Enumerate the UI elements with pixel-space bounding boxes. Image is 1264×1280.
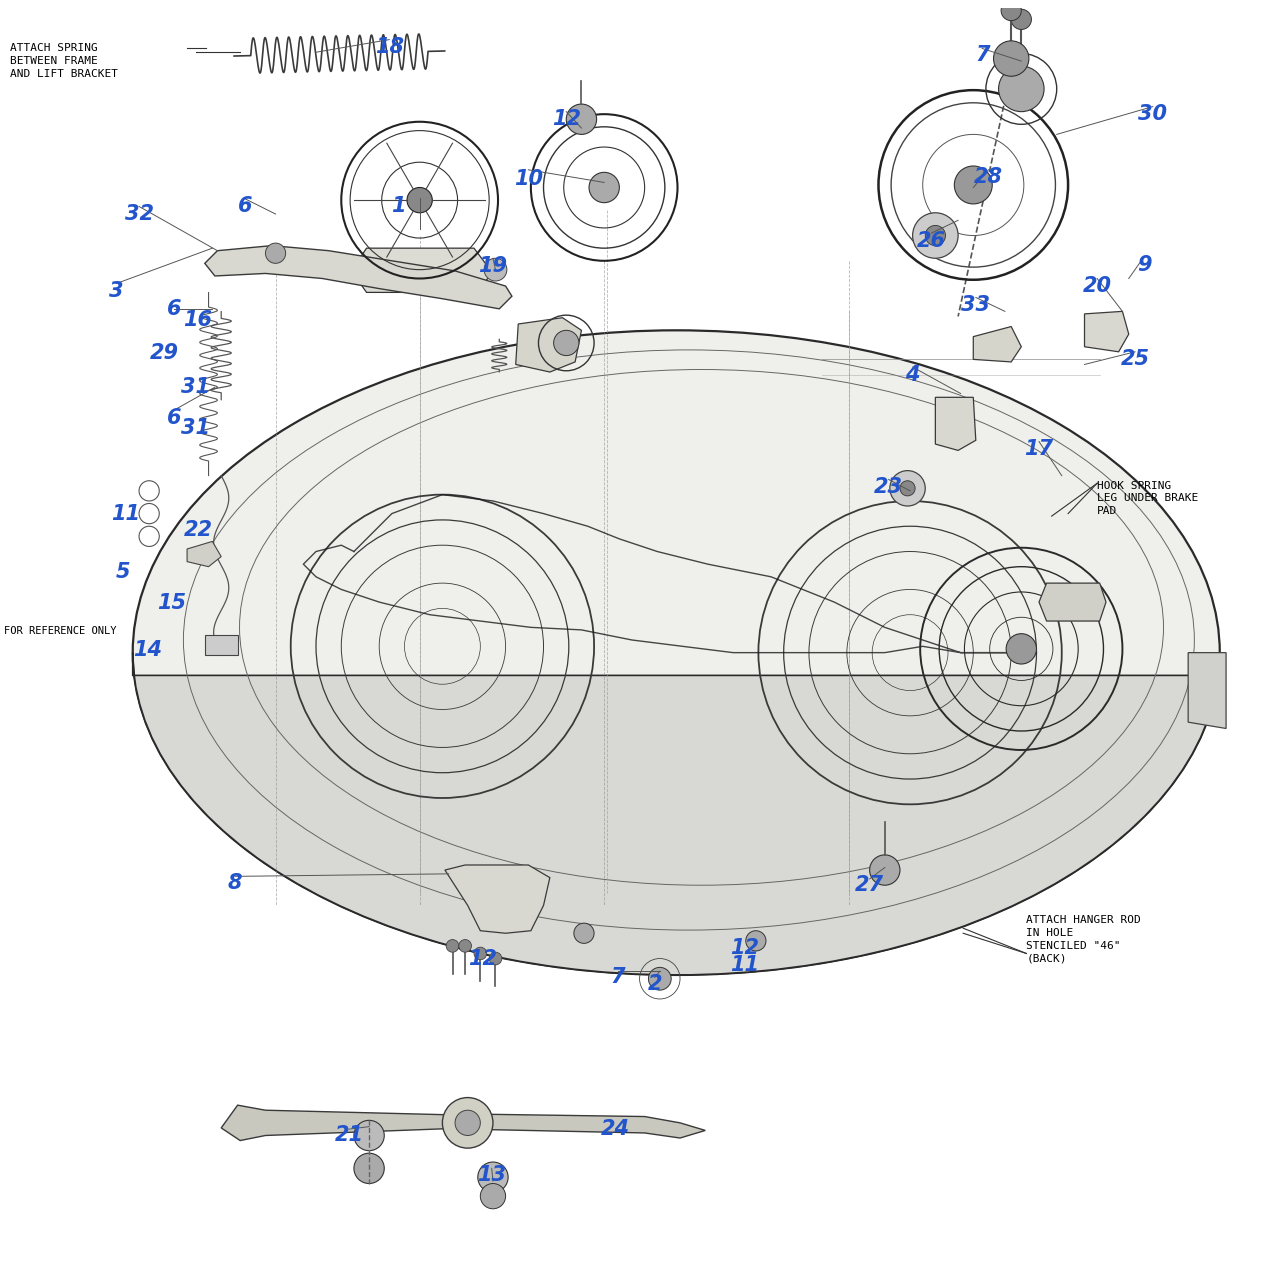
Ellipse shape [133,330,1220,975]
Circle shape [954,166,992,204]
Text: 8: 8 [228,873,243,892]
Polygon shape [205,246,512,308]
Circle shape [480,1184,506,1208]
Circle shape [446,940,459,952]
Text: 1: 1 [391,196,406,216]
Text: 30: 30 [1139,104,1167,124]
Polygon shape [935,397,976,451]
Text: 17: 17 [1025,439,1053,460]
Text: 6: 6 [238,196,253,216]
Circle shape [354,1153,384,1184]
Text: 12: 12 [469,948,497,969]
Text: 31: 31 [182,417,210,438]
Text: 28: 28 [975,168,1002,187]
Text: 3: 3 [109,282,124,301]
Circle shape [574,923,594,943]
Text: 25: 25 [1121,349,1149,370]
Text: 6: 6 [167,298,182,319]
Text: 26: 26 [918,230,945,251]
Circle shape [474,947,487,960]
Polygon shape [973,326,1021,362]
Circle shape [746,931,766,951]
Text: 10: 10 [514,169,542,188]
Circle shape [890,471,925,506]
Text: 23: 23 [875,477,902,497]
Circle shape [407,187,432,212]
Text: 7: 7 [611,968,626,987]
Text: 12: 12 [731,938,758,959]
Polygon shape [133,653,1220,975]
Circle shape [354,1120,384,1151]
Text: 6: 6 [167,407,182,428]
Text: 4: 4 [905,365,920,384]
Polygon shape [221,1105,468,1140]
Text: 24: 24 [602,1119,629,1139]
Polygon shape [351,248,493,292]
Text: 22: 22 [185,520,212,540]
Text: 18: 18 [375,37,403,58]
Circle shape [589,173,619,202]
Text: 14: 14 [134,640,162,660]
Polygon shape [516,317,581,372]
Circle shape [455,1110,480,1135]
Circle shape [999,67,1044,111]
Text: 11: 11 [731,955,758,975]
Circle shape [1001,0,1021,20]
Polygon shape [1039,584,1106,621]
Circle shape [648,968,671,991]
Text: 29: 29 [150,343,178,364]
Circle shape [459,940,471,952]
Text: 7: 7 [975,45,990,65]
Text: 21: 21 [335,1125,363,1146]
Circle shape [554,330,579,356]
Circle shape [900,481,915,495]
Text: 9: 9 [1136,255,1152,275]
Circle shape [1006,634,1036,664]
Text: 12: 12 [552,109,580,129]
Text: 20: 20 [1083,276,1111,296]
Circle shape [1011,9,1031,29]
Text: 5: 5 [115,562,130,581]
Circle shape [265,243,286,264]
Circle shape [478,1162,508,1193]
Bar [205,635,238,655]
Text: 33: 33 [962,294,990,315]
Circle shape [566,104,597,134]
Text: 31: 31 [182,378,210,397]
Text: FOR REFERENCE ONLY: FOR REFERENCE ONLY [4,626,116,636]
Polygon shape [468,1114,705,1138]
Polygon shape [187,541,221,567]
Text: ATTACH SPRING
BETWEEN FRAME
AND LIFT BRACKET: ATTACH SPRING BETWEEN FRAME AND LIFT BRA… [10,44,118,79]
Text: 11: 11 [111,503,139,524]
Polygon shape [445,865,550,933]
Text: 13: 13 [478,1165,506,1185]
Polygon shape [1188,653,1226,728]
Circle shape [994,41,1029,77]
Circle shape [870,855,900,886]
Polygon shape [1085,311,1129,352]
Text: HOOK SPRING
LEG UNDER BRAKE
PAD: HOOK SPRING LEG UNDER BRAKE PAD [1097,480,1198,516]
Text: 27: 27 [856,876,884,895]
Text: 19: 19 [479,256,507,276]
Text: ATTACH HANGER ROD
IN HOLE
STENCILED "46"
(BACK): ATTACH HANGER ROD IN HOLE STENCILED "46"… [1026,915,1141,964]
Circle shape [925,225,945,246]
Text: 16: 16 [183,310,211,330]
Text: 32: 32 [125,204,153,224]
Circle shape [442,1097,493,1148]
Circle shape [489,952,502,965]
Circle shape [484,259,507,282]
Text: 2: 2 [647,974,662,993]
Circle shape [913,212,958,259]
Text: 15: 15 [158,594,186,613]
